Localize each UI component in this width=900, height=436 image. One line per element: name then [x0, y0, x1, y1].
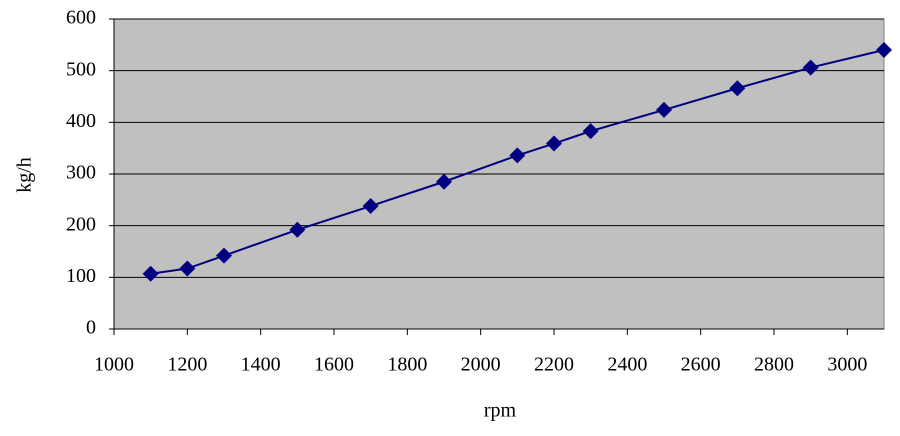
data-marker [142, 265, 159, 282]
data-marker [216, 247, 232, 264]
y-tick-label: 200 [66, 213, 96, 235]
data-marker [362, 198, 379, 215]
y-tick-label: 400 [66, 110, 96, 132]
data-marker [436, 173, 452, 190]
x-tick-label: 1400 [241, 354, 281, 376]
x-tick-label: 1800 [387, 354, 427, 376]
data-marker [582, 123, 599, 140]
data-marker [729, 80, 746, 97]
x-tick-label: 2600 [681, 354, 721, 376]
y-tick-label: 600 [66, 7, 96, 29]
x-tick-label: 1600 [314, 354, 354, 376]
x-axis-label: rpm [484, 400, 517, 422]
data-marker [546, 135, 562, 152]
x-tick-label: 1000 [94, 354, 134, 376]
data-marker [289, 221, 306, 238]
x-tick-label: 3000 [827, 354, 867, 376]
data-marker [876, 42, 892, 58]
y-tick-label: 500 [66, 58, 96, 80]
data-marker [656, 101, 672, 118]
x-tick-label: 2200 [534, 354, 574, 376]
x-tick-label: 1200 [167, 354, 207, 376]
x-tick-label: 2400 [607, 354, 647, 376]
y-tick-label: 300 [66, 162, 96, 184]
data-marker [802, 59, 819, 76]
x-tick-label: 2800 [754, 354, 794, 376]
y-axis-label: kg/h [14, 157, 36, 193]
data-marker [509, 147, 526, 164]
data-marker [179, 260, 196, 277]
y-tick-label: 0 [86, 317, 96, 339]
y-tick-label: 100 [66, 265, 96, 287]
x-tick-label: 2000 [461, 354, 501, 376]
